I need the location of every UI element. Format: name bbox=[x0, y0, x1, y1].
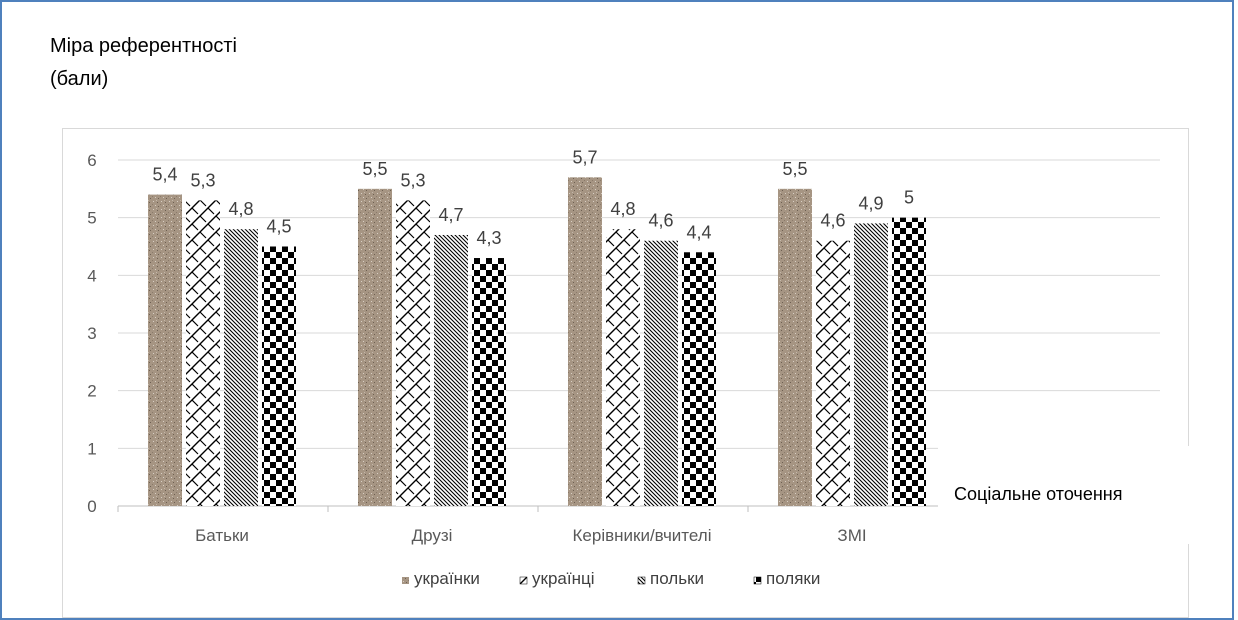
data-label: 5,5 bbox=[362, 159, 387, 179]
legend-swatch bbox=[753, 576, 762, 585]
x-tick-label: Керівники/вчителі bbox=[573, 526, 712, 545]
x-axis-title: Соціальне оточення bbox=[954, 484, 1123, 504]
y-tick-label: 4 bbox=[87, 266, 96, 285]
bar-0-2 bbox=[568, 177, 602, 507]
bar-2-2 bbox=[644, 240, 678, 506]
legend-swatch bbox=[402, 577, 409, 584]
bar-1-3 bbox=[816, 240, 850, 506]
data-label: 4,5 bbox=[266, 217, 291, 237]
bar-1-2 bbox=[606, 229, 640, 506]
data-label: 4,8 bbox=[228, 199, 253, 219]
data-label: 5,5 bbox=[782, 159, 807, 179]
bar-3-2 bbox=[682, 252, 716, 506]
bar-2-0 bbox=[224, 229, 258, 506]
x-axis-title-box: Соціальне оточення bbox=[938, 446, 1192, 544]
legend-swatch bbox=[637, 576, 646, 585]
bars bbox=[148, 177, 926, 507]
data-label: 4,7 bbox=[438, 205, 463, 225]
bar-0-0 bbox=[148, 194, 182, 506]
bar-1-0 bbox=[186, 200, 220, 506]
legend-swatch bbox=[519, 576, 528, 585]
data-label: 5,4 bbox=[152, 165, 177, 185]
y-tick-label: 3 bbox=[87, 324, 96, 343]
y-tick-label: 1 bbox=[87, 439, 96, 458]
legend-label: польки bbox=[650, 569, 704, 588]
y-tick-label: 5 bbox=[87, 209, 96, 228]
data-label: 5,7 bbox=[572, 147, 597, 167]
data-label: 4,9 bbox=[858, 193, 883, 213]
legend: українки українці польки поляки bbox=[402, 569, 820, 588]
bar-0-1 bbox=[358, 188, 392, 507]
data-label: 4,8 bbox=[610, 199, 635, 219]
bar-2-3 bbox=[854, 223, 888, 506]
x-tick-label: ЗМІ bbox=[837, 526, 866, 545]
y-tick-label: 2 bbox=[87, 382, 96, 401]
data-label: 4,6 bbox=[648, 211, 673, 231]
bar-1-1 bbox=[396, 200, 430, 506]
bar-3-3 bbox=[892, 217, 926, 506]
data-label: 4,3 bbox=[476, 228, 501, 248]
y-axis-title: Міра референтності (бали) bbox=[50, 35, 237, 90]
data-label: 5,3 bbox=[400, 170, 425, 190]
bar-2-1 bbox=[434, 234, 468, 506]
data-label: 4,6 bbox=[820, 211, 845, 231]
y-tick-labels: 0 1 2 3 4 5 6 bbox=[87, 151, 96, 516]
data-label: 4,4 bbox=[686, 222, 711, 242]
data-label: 5,3 bbox=[190, 170, 215, 190]
y-tick-label: 0 bbox=[87, 497, 96, 516]
x-tick-labels: Батьки Друзі Керівники/вчителі ЗМІ bbox=[195, 526, 866, 545]
x-tick-label: Батьки bbox=[195, 526, 249, 545]
bar-0-3 bbox=[778, 188, 812, 507]
x-tick-label: Друзі bbox=[412, 526, 453, 545]
y-tick-label: 6 bbox=[87, 151, 96, 170]
legend-label: українки bbox=[414, 569, 480, 588]
legend-label: поляки bbox=[766, 569, 820, 588]
data-labels: 5,4 5,3 4,8 4,5 5,5 5,3 4,7 4,3 5,7 4,8 4,6 4,4 5,5 4… bbox=[152, 147, 914, 248]
bar-3-0 bbox=[262, 246, 296, 506]
bar-3-1 bbox=[472, 258, 506, 506]
data-label: 5 bbox=[904, 188, 914, 208]
legend-label: українці bbox=[532, 569, 594, 588]
